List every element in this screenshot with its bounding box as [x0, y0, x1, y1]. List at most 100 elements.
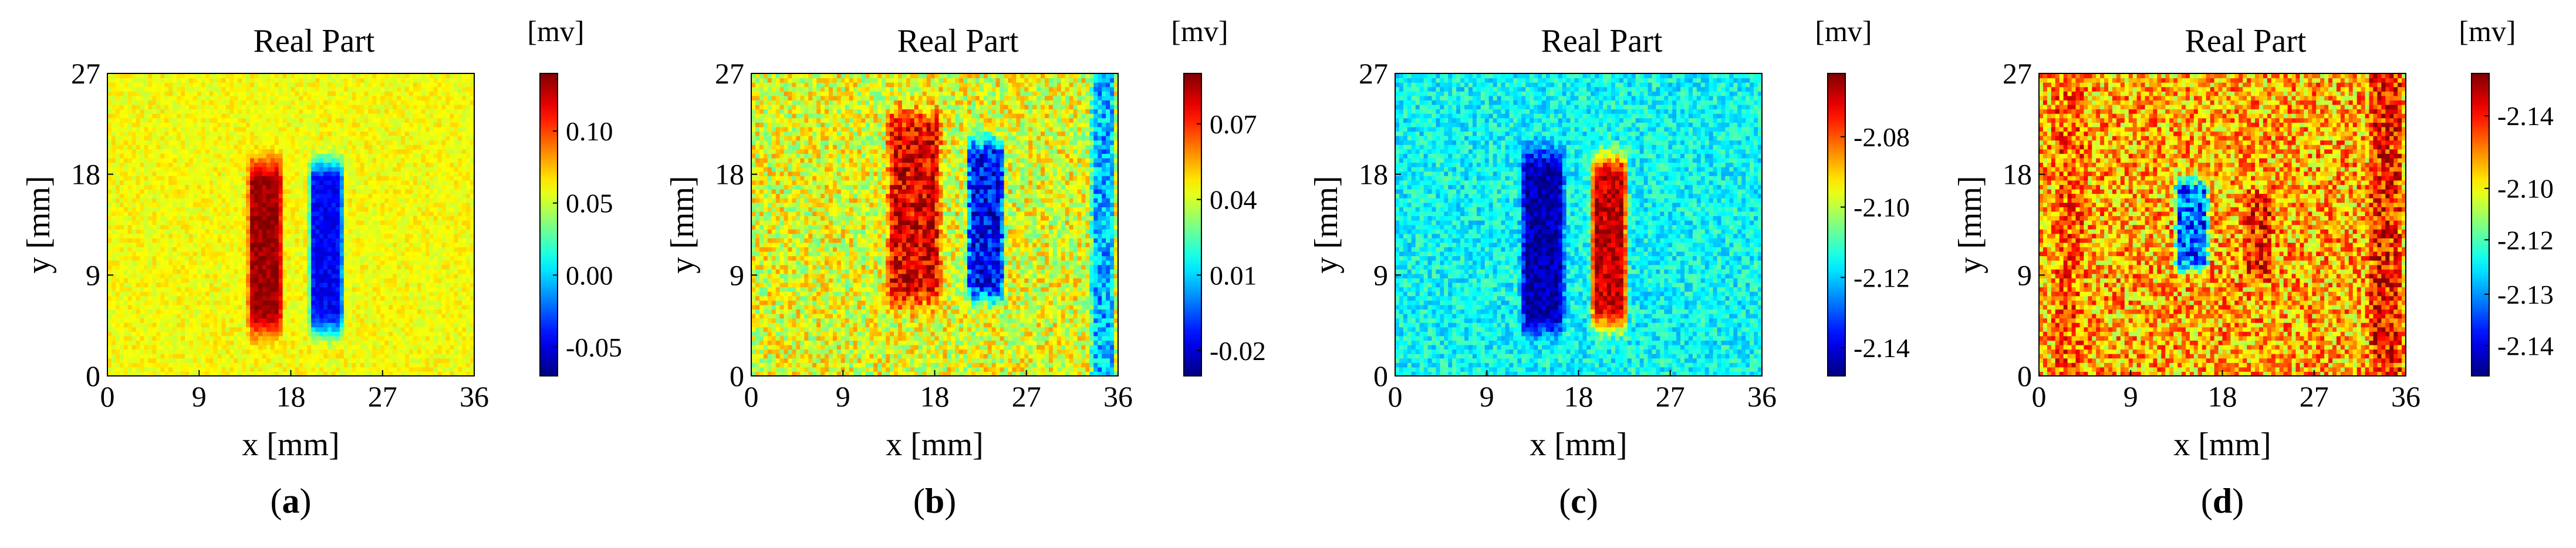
heatmap-cell: [177, 202, 181, 207]
heatmap-cell: [393, 140, 397, 145]
heatmap-cell: [328, 282, 332, 288]
heatmap-cell: [209, 247, 214, 252]
heatmap-cell: [193, 207, 198, 212]
heatmap-cell: [470, 189, 475, 194]
heatmap-cell: [364, 340, 369, 345]
heatmap-cell: [254, 131, 259, 136]
heatmap-cell: [229, 367, 234, 372]
heatmap-cell: [413, 358, 418, 363]
heatmap-cell: [152, 322, 157, 328]
heatmap-cell: [421, 358, 426, 363]
heatmap-cell: [205, 251, 210, 257]
heatmap-cell: [389, 149, 393, 154]
heatmap-cell: [184, 318, 190, 323]
heatmap-cell: [368, 260, 373, 265]
heatmap-cell: [404, 202, 410, 207]
heatmap-cell: [433, 291, 438, 297]
heatmap-cell: [136, 371, 141, 376]
heatmap-cell: [213, 322, 218, 328]
heatmap-cell: [389, 193, 393, 199]
heatmap-cell: [115, 322, 120, 328]
heatmap-cell: [148, 264, 153, 270]
heatmap-cell: [286, 233, 292, 238]
heatmap-cell: [331, 349, 336, 354]
heatmap-cell: [441, 340, 446, 345]
heatmap-cell: [445, 224, 450, 230]
heatmap-cell: [164, 131, 169, 136]
heatmap-cell: [242, 291, 247, 297]
heatmap-cell: [160, 282, 165, 288]
heatmap-cell: [397, 211, 401, 216]
heatmap-cell: [437, 216, 443, 221]
heatmap-cell: [466, 131, 471, 136]
heatmap-cell: [319, 176, 324, 181]
heatmap-cell: [201, 149, 206, 154]
heatmap-cell: [217, 144, 222, 150]
heatmap-cell: [389, 207, 393, 212]
heatmap-cell: [119, 251, 124, 257]
heatmap-cell: [429, 224, 434, 230]
heatmap-cell: [454, 331, 458, 337]
heatmap-cell: [286, 340, 292, 345]
heatmap-cell: [177, 291, 181, 297]
heatmap-cell: [217, 224, 222, 230]
heatmap-cell: [234, 327, 238, 332]
heatmap-cell: [184, 247, 190, 252]
heatmap-cell: [111, 193, 116, 199]
heatmap-cell: [156, 216, 161, 221]
heatmap-cell: [238, 309, 242, 314]
heatmap-cell: [136, 220, 141, 226]
heatmap-cell: [136, 242, 141, 247]
heatmap-cell: [278, 335, 283, 341]
heatmap-cell: [323, 180, 328, 185]
heatmap-cell: [343, 255, 349, 261]
heatmap-cell: [238, 371, 242, 376]
heatmap-cell: [184, 358, 190, 363]
heatmap-cell: [315, 220, 320, 226]
heatmap-cell: [339, 238, 345, 243]
heatmap-cell: [421, 291, 426, 297]
heatmap-cell: [347, 251, 353, 257]
heatmap-cell: [372, 247, 377, 252]
heatmap-cell: [384, 322, 389, 328]
heatmap-cell: [408, 171, 414, 176]
heatmap-cell: [168, 269, 173, 274]
heatmap-cell: [197, 251, 202, 257]
heatmap-cell: [173, 153, 177, 159]
heatmap-cell: [262, 162, 267, 167]
heatmap-cell: [291, 189, 296, 194]
heatmap-cell: [335, 260, 340, 265]
heatmap-cell: [291, 242, 296, 247]
heatmap-cell: [152, 149, 157, 154]
heatmap-cell: [307, 264, 312, 270]
heatmap-cell: [173, 140, 177, 145]
heatmap-cell: [107, 282, 112, 288]
heatmap-cell: [217, 157, 222, 163]
heatmap-cell: [119, 216, 124, 221]
heatmap-cell: [421, 202, 426, 207]
heatmap-cell: [225, 295, 230, 301]
heatmap-cell: [266, 207, 271, 212]
heatmap-cell: [376, 255, 381, 261]
heatmap-cell: [201, 322, 206, 328]
heatmap-cell: [270, 198, 275, 203]
heatmap-cell: [347, 318, 353, 323]
heatmap-cell: [470, 176, 475, 181]
heatmap-cell: [303, 327, 308, 332]
heatmap-cell: [356, 157, 361, 163]
heatmap-cell: [258, 264, 263, 270]
heatmap-cell: [111, 229, 116, 234]
heatmap-cell: [356, 162, 361, 167]
heatmap-cell: [401, 295, 406, 301]
heatmap-cell: [368, 198, 373, 203]
heatmap-cell: [343, 331, 349, 337]
heatmap-cell: [250, 207, 255, 212]
heatmap-cell: [454, 184, 458, 190]
heatmap-cell: [201, 136, 206, 141]
heatmap-cell: [319, 255, 324, 261]
heatmap-cell: [323, 224, 328, 230]
heatmap-cell: [127, 198, 133, 203]
heatmap-cell: [328, 269, 332, 274]
heatmap-cell: [131, 340, 137, 345]
heatmap-cell: [225, 189, 230, 194]
